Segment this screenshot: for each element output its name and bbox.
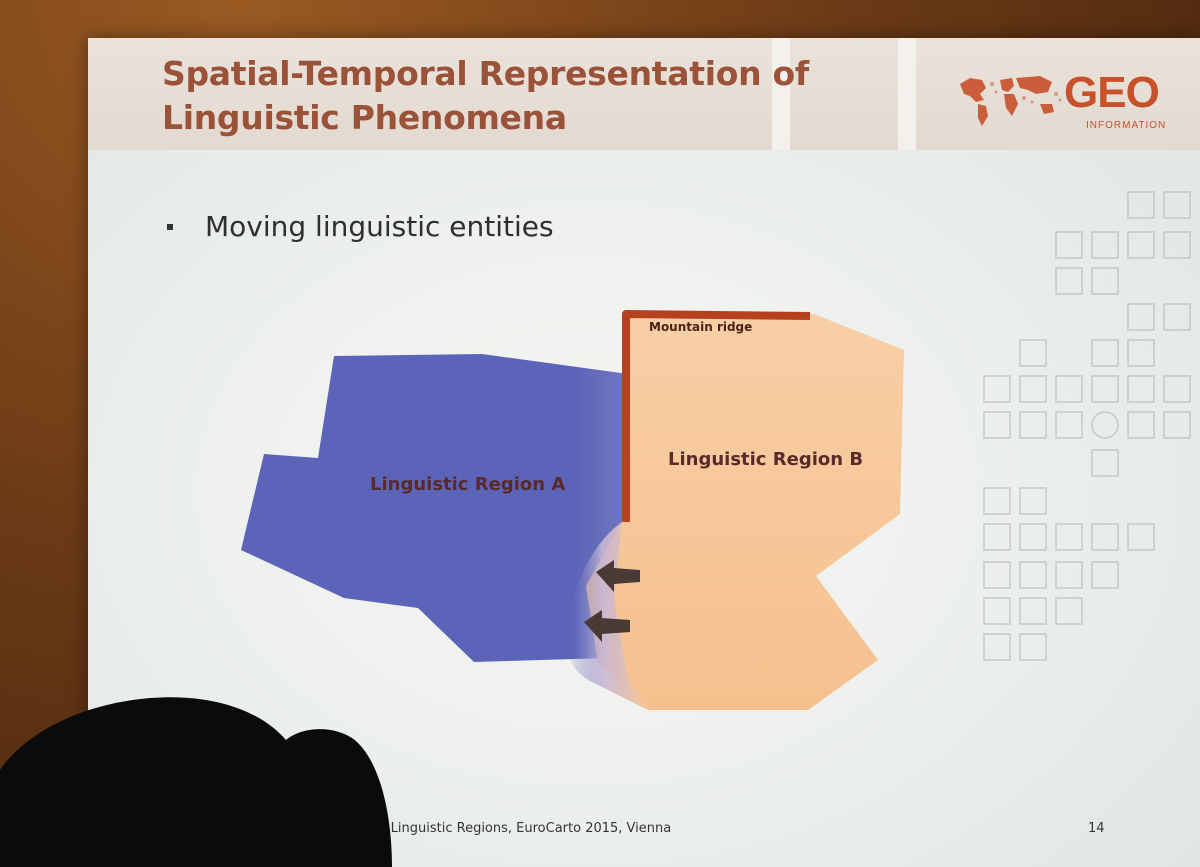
geo-information-logo: GEO INFORMATION [956, 64, 1186, 134]
region-b-shape [586, 310, 904, 710]
slide-title: Spatial-Temporal Representation of Lingu… [162, 52, 842, 140]
ridge-label: Mountain ridge [649, 320, 753, 334]
decorative-squares [983, 191, 1191, 661]
bullet-marker [167, 224, 173, 230]
header-divider [898, 38, 916, 150]
projected-slide: Spatial-Temporal Representation of Lingu… [88, 38, 1200, 867]
slide-title-line-2: Linguistic Phenomena [162, 98, 567, 137]
linguistic-regions-map [241, 310, 904, 710]
logo-subtext: INFORMATION [1086, 120, 1167, 131]
movement-arrow-icon [596, 560, 640, 592]
slide-title-line-1: Spatial-Temporal Representation of [162, 54, 809, 93]
bullet-text: Moving linguistic entities [205, 210, 554, 243]
slide-footer: of Linguistic Regions, EuroCarto 2015, V… [374, 821, 672, 836]
slide-page-number: 14 [1088, 821, 1105, 836]
region-b-label: Linguistic Region B [668, 449, 864, 470]
region-a-shape [241, 354, 648, 662]
mountain-ridge-line [622, 310, 811, 522]
header-divider [772, 38, 790, 150]
region-a-label: Linguistic Region A [370, 474, 566, 495]
slide-header-band [88, 38, 1200, 150]
movement-arrow-icon [584, 610, 630, 642]
world-map-icon [960, 76, 1062, 126]
logo-text: GEO [1064, 68, 1160, 117]
blend-zone [565, 522, 648, 710]
